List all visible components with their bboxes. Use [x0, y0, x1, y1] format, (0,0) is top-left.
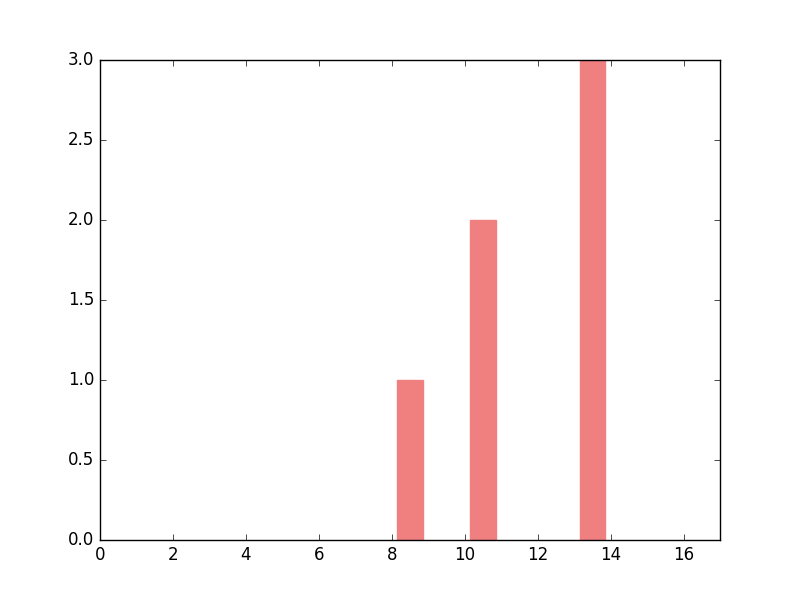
- Bar: [398, 380, 422, 540]
- Bar: [579, 60, 605, 540]
- Bar: [470, 220, 496, 540]
